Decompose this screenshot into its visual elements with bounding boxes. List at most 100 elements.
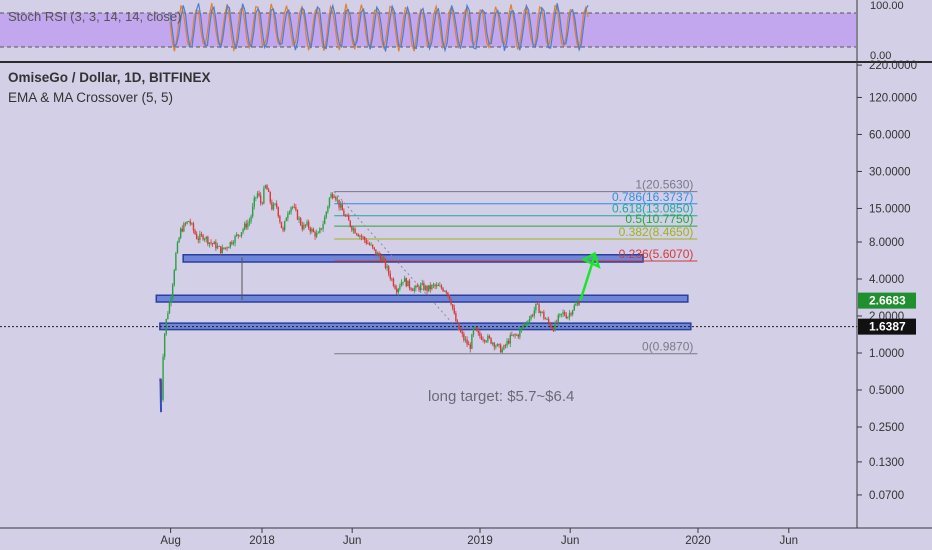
candle-body (303, 224, 305, 230)
candle-body (320, 228, 323, 230)
candle-body (578, 302, 580, 306)
candle-body (501, 349, 503, 353)
price-tick-label: 1.0000 (869, 348, 904, 360)
stoch-line (169, 3, 589, 53)
candle-body (443, 290, 446, 292)
candle-body (490, 337, 492, 344)
candle-body (435, 285, 438, 287)
candle-body (226, 247, 228, 249)
candle-body (527, 323, 529, 324)
fibonacci-retracement: 1(20.5630)0.786(16.3737)0.618(13.0850)0.… (333, 178, 698, 355)
candle-body (408, 280, 411, 289)
candle-body (397, 288, 399, 293)
time-tick-label: Jun (780, 535, 799, 547)
candle-body (562, 312, 564, 314)
time-axis[interactable]: Aug 2018 Jun 2019 Jun 2020 Jun (160, 528, 798, 547)
candle-body (344, 215, 347, 217)
candle-body (269, 191, 271, 203)
fib-level-label: 0.236(5.6070) (619, 247, 694, 261)
candle-body (256, 193, 259, 198)
candle-body (402, 281, 404, 283)
candle-body (429, 285, 431, 290)
candle-body (240, 232, 243, 236)
candle-body (373, 247, 375, 250)
candle-body (227, 247, 230, 249)
candle-body (472, 328, 475, 335)
candle-body (525, 323, 527, 325)
candle-body (200, 234, 203, 235)
projection-arrow-head (580, 251, 601, 269)
candle-body (189, 221, 191, 224)
candle-body (314, 232, 316, 237)
candle-body (543, 312, 545, 319)
candle-body (541, 311, 543, 313)
candle-body (325, 211, 327, 218)
candle-body (467, 344, 470, 346)
candle-body (264, 185, 267, 189)
candle-body (413, 288, 415, 291)
price-pane[interactable]: 1(20.5630)0.786(16.3737)0.618(13.0850)0.… (0, 70, 857, 413)
last-price-tag: 2.6683 (869, 294, 906, 308)
candle-body (391, 278, 393, 280)
candle-body (202, 234, 204, 240)
candle-body (427, 285, 430, 291)
candle-body (248, 221, 251, 223)
candle-body (307, 221, 310, 228)
long-target-annotation: long target: $5.7~$6.4 (428, 388, 574, 405)
candle-body (259, 195, 262, 203)
candle-body (288, 212, 291, 214)
candle-body (287, 213, 289, 219)
price-tick-label: 220.0000 (869, 60, 917, 72)
candle-body (477, 330, 479, 333)
fib-level-label: 0.618(13.0850) (612, 202, 693, 216)
stoch-tick-100: 100.00 (870, 0, 904, 12)
candle-body (327, 206, 329, 212)
candle-body (207, 236, 209, 244)
candle-body (573, 305, 575, 311)
candle-body (266, 185, 268, 190)
candle-body (450, 299, 452, 305)
candle-body (405, 278, 407, 287)
candle-body (216, 246, 219, 249)
price-tick-label: 0.1300 (869, 457, 904, 469)
candle-body (546, 319, 548, 321)
candle-body (338, 199, 340, 208)
candle-body (231, 241, 233, 244)
candle-body (235, 234, 238, 236)
candle-body (295, 207, 297, 210)
candle-body (323, 217, 326, 225)
candle-body (335, 196, 337, 201)
candle-body (179, 228, 182, 238)
stoch-rsi-pane[interactable]: Stoch RSI (3, 3, 14, 14, close) 100.00 0… (0, 0, 904, 62)
candle-body (247, 222, 249, 228)
candle-body (575, 303, 577, 306)
candle-body (440, 285, 443, 289)
candle-body (464, 339, 467, 341)
candle-body (279, 216, 281, 222)
candle-body (165, 318, 167, 334)
candle-body (507, 341, 510, 344)
candle-body (258, 193, 260, 196)
price-tick-label: 0.5000 (869, 385, 904, 397)
candle-body (282, 227, 284, 231)
time-tick-label: 2018 (249, 535, 275, 547)
support-zone-box (182, 254, 644, 263)
candle-body (387, 266, 390, 274)
candle-body (360, 235, 363, 238)
candle-body (293, 206, 295, 208)
candle-body (503, 345, 505, 350)
price-tick-label: 30.0000 (869, 166, 911, 178)
candle-body (192, 223, 195, 231)
candle-body (250, 216, 252, 222)
candle-body (386, 266, 388, 268)
candle-body (239, 235, 241, 237)
candle-body (576, 302, 579, 304)
candle-body (434, 284, 436, 287)
candle-body (419, 284, 422, 291)
candle-body (339, 204, 342, 208)
candle-body (474, 326, 476, 329)
price-tick-label: 60.0000 (869, 129, 911, 141)
price-tick-label: 120.0000 (869, 92, 917, 104)
